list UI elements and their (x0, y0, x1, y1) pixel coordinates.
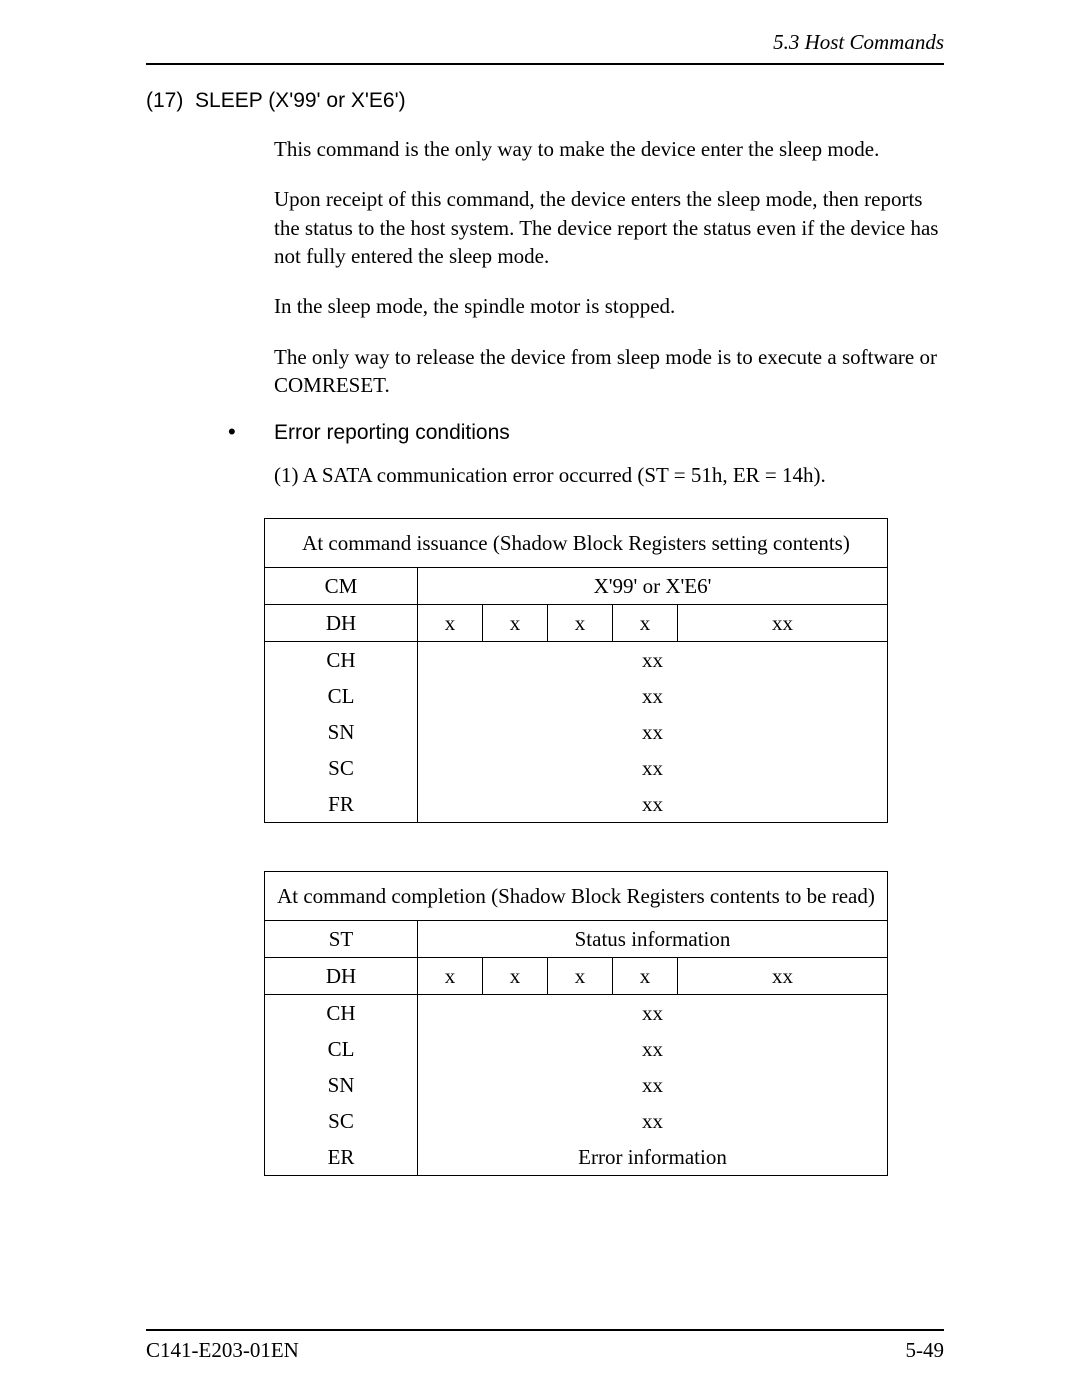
footer-rule (146, 1329, 944, 1331)
reg-value: xx (678, 605, 888, 642)
reg-value: xx (418, 678, 888, 714)
reg-bit: x (548, 958, 613, 995)
reg-value: xx (418, 1067, 888, 1103)
body-text: This command is the only way to make the… (274, 135, 944, 399)
reg-bit: x (483, 605, 548, 642)
reg-label: SC (265, 1103, 418, 1139)
reg-label: DH (265, 605, 418, 642)
reg-value: Error information (418, 1139, 888, 1176)
reg-bit: x (483, 958, 548, 995)
paragraph: Upon receipt of this command, the device… (274, 185, 944, 270)
heading-title: SLEEP (X'99' or X'E6') (195, 89, 406, 112)
bullet-icon: • (228, 421, 274, 443)
register-table-issuance: At command issuance (Shadow Block Regist… (264, 518, 888, 823)
reg-value: xx (418, 642, 888, 679)
header-rule (146, 63, 944, 65)
page-footer: C141-E203-01EN 5-49 (146, 1338, 944, 1363)
reg-value: xx (418, 1031, 888, 1067)
paragraph: This command is the only way to make the… (274, 135, 944, 163)
paragraph: In the sleep mode, the spindle motor is … (274, 292, 944, 320)
reg-label: ER (265, 1139, 418, 1176)
reg-label: FR (265, 786, 418, 823)
reg-label: SC (265, 750, 418, 786)
reg-label: CM (265, 568, 418, 605)
reg-label: ST (265, 921, 418, 958)
reg-value: X'99' or X'E6' (418, 568, 888, 605)
footer-page-number: 5-49 (906, 1338, 945, 1363)
reg-label: CH (265, 995, 418, 1032)
bullet-label: Error reporting conditions (274, 421, 510, 445)
page-header: 5.3 Host Commands (146, 30, 944, 63)
reg-bit: x (613, 605, 678, 642)
reg-label: DH (265, 958, 418, 995)
table-title: At command completion (Shadow Block Regi… (265, 872, 888, 921)
reg-label: SN (265, 714, 418, 750)
reg-label: CL (265, 1031, 418, 1067)
bullet-item: • Error reporting conditions (228, 421, 944, 445)
paragraph: The only way to release the device from … (274, 343, 944, 400)
reg-label: CH (265, 642, 418, 679)
reg-value: xx (418, 750, 888, 786)
reg-bit: x (418, 958, 483, 995)
section-heading: (17) SLEEP (X'99' or X'E6') (146, 89, 944, 113)
reg-label: SN (265, 1067, 418, 1103)
reg-value: xx (418, 786, 888, 823)
heading-number: (17) (146, 89, 183, 112)
reg-bit: x (613, 958, 678, 995)
reg-value: xx (418, 1103, 888, 1139)
reg-bit: x (418, 605, 483, 642)
reg-value: xx (418, 714, 888, 750)
reg-value: xx (678, 958, 888, 995)
reg-value: xx (418, 995, 888, 1032)
reg-bit: x (548, 605, 613, 642)
table-title: At command issuance (Shadow Block Regist… (265, 519, 888, 568)
reg-label: CL (265, 678, 418, 714)
numbered-item: (1) A SATA communication error occurred … (274, 463, 944, 488)
register-table-completion: At command completion (Shadow Block Regi… (264, 871, 888, 1176)
footer-doc-id: C141-E203-01EN (146, 1338, 299, 1363)
reg-value: Status information (418, 921, 888, 958)
